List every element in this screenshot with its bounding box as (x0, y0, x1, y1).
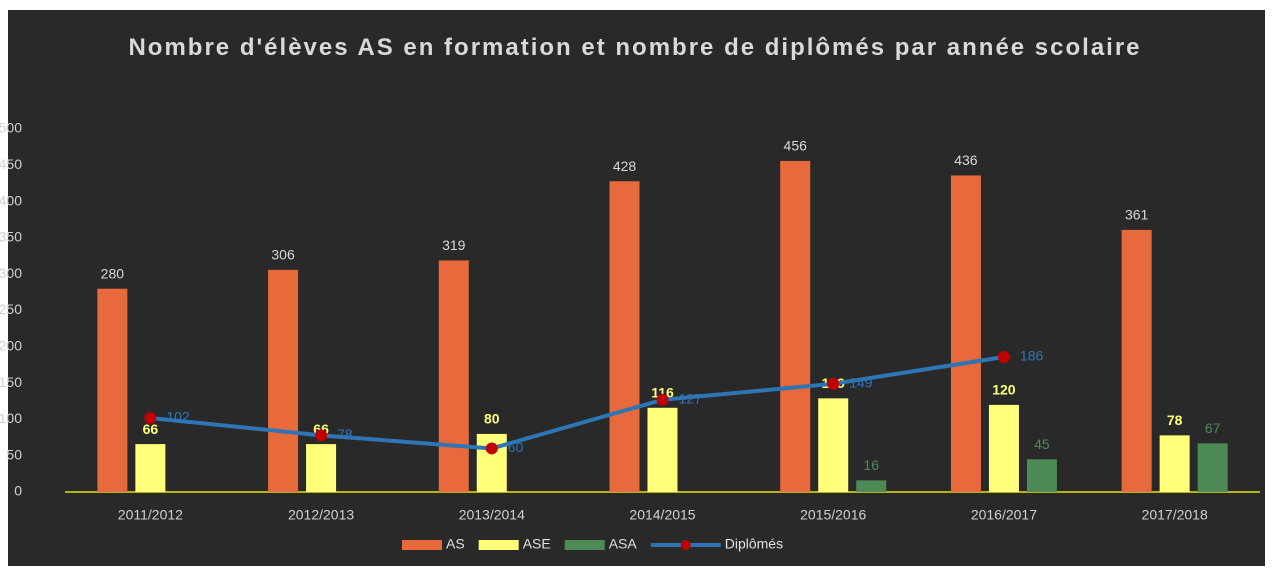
y-tick-label: 150 (0, 374, 22, 390)
chart-title: Nombre d'élèves AS en formation et nombr… (128, 34, 1142, 61)
data-label: 428 (613, 158, 637, 174)
bar (1026, 459, 1057, 492)
legend-swatch (564, 540, 605, 550)
line-marker (827, 377, 840, 390)
y-tick-label: 300 (0, 265, 22, 281)
line-marker (315, 429, 328, 442)
bar (97, 288, 128, 492)
x-tick-label: 2017/2018 (1142, 507, 1208, 523)
x-tick-label: 2012/2013 (288, 507, 354, 523)
x-tick-label: 2016/2017 (971, 507, 1037, 523)
line (150, 354, 1005, 451)
bar (780, 160, 811, 492)
data-label: 116 (651, 384, 674, 400)
data-label: 436 (954, 152, 978, 168)
y-tick-label: 250 (0, 301, 22, 317)
line-marker (997, 350, 1010, 363)
y-tick-label: 500 (0, 120, 22, 136)
data-label: 102 (166, 409, 190, 425)
bar (950, 175, 981, 493)
data-label: 319 (442, 237, 466, 253)
legend-label: ASE (523, 536, 551, 552)
x-tick-label: 2011/2012 (118, 507, 183, 523)
data-label: 67 (1205, 420, 1221, 436)
bar (1197, 443, 1228, 492)
bar (988, 404, 1019, 492)
data-label: 127 (679, 391, 703, 407)
bar (1121, 229, 1152, 492)
legend-label: ASA (609, 536, 638, 552)
y-tick-label: 0 (14, 483, 22, 499)
y-tick-label: 200 (0, 338, 22, 354)
x-tick-label: 2015/2016 (800, 507, 866, 523)
bar (609, 181, 640, 492)
legend-swatch (402, 540, 442, 550)
data-label: 149 (849, 375, 873, 391)
data-label: 16 (863, 457, 879, 473)
data-label: 80 (484, 411, 500, 427)
y-tick-label: 100 (0, 410, 22, 426)
y-tick-label: 350 (0, 229, 22, 245)
y-tick-label: 400 (0, 192, 22, 208)
line-marker (656, 393, 669, 406)
bar (818, 398, 849, 492)
data-label: 78 (337, 426, 353, 442)
bar (268, 269, 299, 492)
bar (1159, 435, 1190, 492)
data-label: 186 (1020, 348, 1044, 364)
bar (647, 407, 678, 492)
data-label: 280 (101, 265, 125, 281)
data-label: 120 (992, 382, 1016, 398)
bar (306, 444, 337, 492)
line-marker (144, 411, 157, 424)
data-label: 45 (1034, 436, 1050, 452)
data-label: 456 (784, 138, 808, 154)
legend-swatch (680, 540, 691, 550)
bar (135, 444, 166, 492)
bar (856, 480, 887, 492)
line-marker (485, 442, 498, 455)
legend-swatch (478, 540, 519, 550)
data-label: 306 (271, 247, 295, 263)
y-tick-label: 450 (0, 156, 22, 172)
y-tick-label: 50 (6, 446, 22, 462)
x-tick-label: 2013/2014 (459, 507, 525, 523)
data-label: 66 (143, 421, 159, 437)
data-label: 361 (1125, 207, 1149, 223)
bar (438, 260, 469, 492)
data-label: 78 (1167, 412, 1183, 428)
legend-label: AS (446, 536, 465, 552)
legend-label: Diplômés (725, 536, 783, 552)
x-tick-label: 2014/2015 (629, 507, 695, 523)
data-label: 60 (508, 439, 524, 455)
